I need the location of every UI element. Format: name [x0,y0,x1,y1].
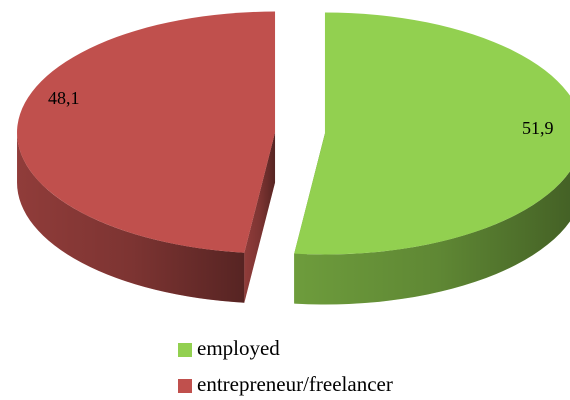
slice [294,12,570,255]
slice-shade [294,171,570,305]
data-label: 48,1 [48,88,80,108]
slice-shade [17,132,245,303]
data-label: 51,9 [522,118,554,138]
legend-label: entrepreneur/freelancer [197,372,393,396]
slice [17,11,276,253]
legend-swatch [178,379,192,393]
slice-shade [244,132,276,303]
legend-swatch [178,343,192,357]
legend-label: employed [197,336,280,360]
